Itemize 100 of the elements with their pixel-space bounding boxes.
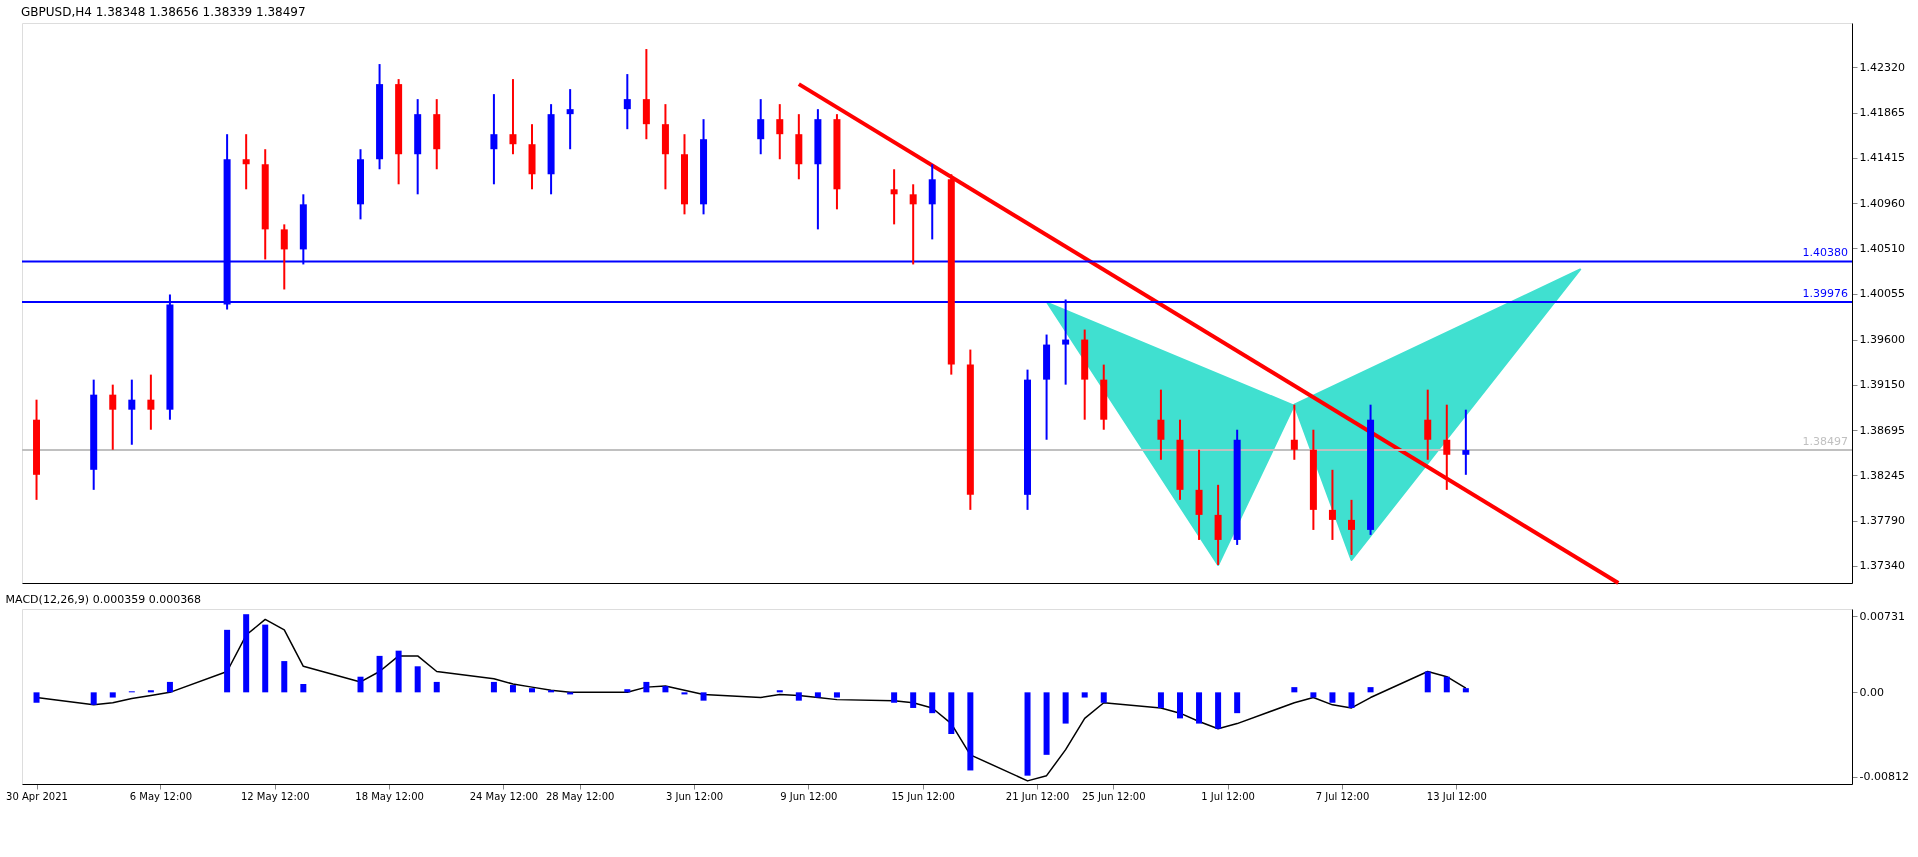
- candlestick: [776, 103, 784, 161]
- candlestick: [1462, 408, 1470, 476]
- x-tick-label: 13 Jul 12:00: [1426, 790, 1487, 802]
- bar: [262, 624, 269, 693]
- chart-title: MACD(12,26,9) 0.000359 0.000368: [5, 593, 202, 606]
- candlestick: [509, 78, 517, 156]
- candlestick: [909, 183, 917, 266]
- bar: [548, 690, 555, 693]
- candlestick: [1290, 403, 1298, 461]
- candlestick: [147, 373, 155, 431]
- y-tick-label: 1.38695: [1859, 423, 1905, 437]
- bar: [1462, 688, 1469, 693]
- bar: [1176, 692, 1183, 719]
- bar: [414, 666, 421, 693]
- bar: [300, 684, 307, 693]
- ref-line-label: 1.40380: [1802, 246, 1848, 260]
- bar: [1310, 692, 1317, 698]
- bar: [795, 692, 802, 701]
- bar: [281, 661, 288, 693]
- bar: [166, 681, 173, 693]
- bar: [1291, 687, 1298, 693]
- y-tick-label: 1.41865: [1859, 106, 1905, 120]
- chart-title: GBPUSD,H4 1.38348 1.38656 1.38339 1.38497: [21, 5, 306, 19]
- x-tick-label: 28 May 12:00: [545, 790, 615, 802]
- bar: [1348, 692, 1355, 708]
- bar: [776, 690, 783, 693]
- candlestick: [566, 88, 574, 151]
- bar: [395, 650, 402, 693]
- y-tick-label: 1.42320: [1859, 60, 1905, 74]
- bar: [910, 692, 917, 708]
- bar: [243, 614, 250, 693]
- bar: [700, 692, 707, 701]
- x-tick-label: 12 May 12:00: [240, 790, 310, 802]
- x-tick-label: 15 Jun 12:00: [891, 790, 955, 802]
- candlestick: [1424, 388, 1432, 461]
- candlestick: [280, 223, 288, 291]
- bar: [1196, 692, 1203, 724]
- ref-line-label: 1.39976: [1802, 286, 1848, 300]
- bar: [433, 681, 440, 693]
- bar: [948, 692, 955, 734]
- x-tick-label: 24 May 12:00: [469, 790, 539, 802]
- x-tick-label: 6 May 12:00: [129, 790, 193, 802]
- bar: [490, 681, 497, 693]
- x-tick-label: 30 Apr 2021: [6, 790, 68, 802]
- y-tick-label: 1.41415: [1859, 151, 1905, 165]
- bar: [1100, 692, 1107, 703]
- bar: [929, 692, 936, 714]
- y-tick-label: -0.00812: [1859, 770, 1909, 784]
- x-tick-label: 9 Jun 12:00: [780, 790, 838, 802]
- y-tick-label: 1.40510: [1859, 241, 1905, 255]
- candlestick: [1348, 498, 1355, 556]
- bar: [109, 692, 116, 698]
- bar: [567, 692, 574, 695]
- bar: [1081, 692, 1088, 698]
- bar: [1443, 676, 1450, 693]
- bar: [833, 692, 840, 698]
- candlestick: [128, 378, 136, 446]
- bar: [891, 692, 898, 703]
- bar: [376, 655, 383, 693]
- bar: [1367, 687, 1374, 693]
- x-tick-label: 25 Jun 12:00: [1082, 790, 1146, 802]
- bar: [624, 689, 631, 693]
- y-tick-label: 1.37790: [1859, 514, 1905, 528]
- ref-line-label: 1.38497: [1802, 435, 1848, 449]
- candlestick: [623, 73, 631, 131]
- y-tick-label: 1.39150: [1859, 378, 1905, 392]
- bar: [1329, 692, 1336, 703]
- x-tick-label: 1 Jul 12:00: [1201, 790, 1255, 802]
- candlestick: [757, 98, 765, 156]
- candlestick: [890, 168, 898, 226]
- bar: [357, 676, 364, 693]
- y-tick-label: 0.00: [1859, 685, 1884, 699]
- bar: [509, 685, 516, 693]
- bar: [147, 690, 154, 693]
- bar: [1157, 692, 1164, 708]
- y-tick-label: 1.40055: [1859, 287, 1905, 301]
- x-tick-label: 7 Jul 12:00: [1315, 790, 1370, 802]
- y-tick-label: 1.37340: [1859, 559, 1905, 573]
- bar: [33, 692, 40, 703]
- y-tick-label: 1.39600: [1859, 333, 1905, 347]
- bar: [662, 686, 669, 693]
- x-tick-label: 18 May 12:00: [355, 790, 424, 802]
- candlestick: [1443, 403, 1451, 491]
- y-tick-label: 1.40960: [1859, 196, 1905, 210]
- bar: [681, 692, 688, 695]
- candlestick: [109, 383, 117, 451]
- bar: [1024, 692, 1031, 776]
- bar: [814, 692, 821, 698]
- y-tick-label: 0.00731: [1859, 609, 1905, 623]
- bar: [1062, 692, 1069, 724]
- bar: [1215, 692, 1222, 729]
- x-tick-label: 3 Jun 12:00: [665, 790, 724, 802]
- y-tick-label: 1.38245: [1859, 468, 1905, 482]
- bar: [643, 681, 650, 693]
- bar: [1424, 671, 1431, 693]
- bar: [967, 692, 974, 771]
- candlestick: [1157, 388, 1165, 461]
- candlestick: [242, 133, 250, 191]
- bar: [529, 688, 536, 693]
- bar: [1234, 692, 1241, 714]
